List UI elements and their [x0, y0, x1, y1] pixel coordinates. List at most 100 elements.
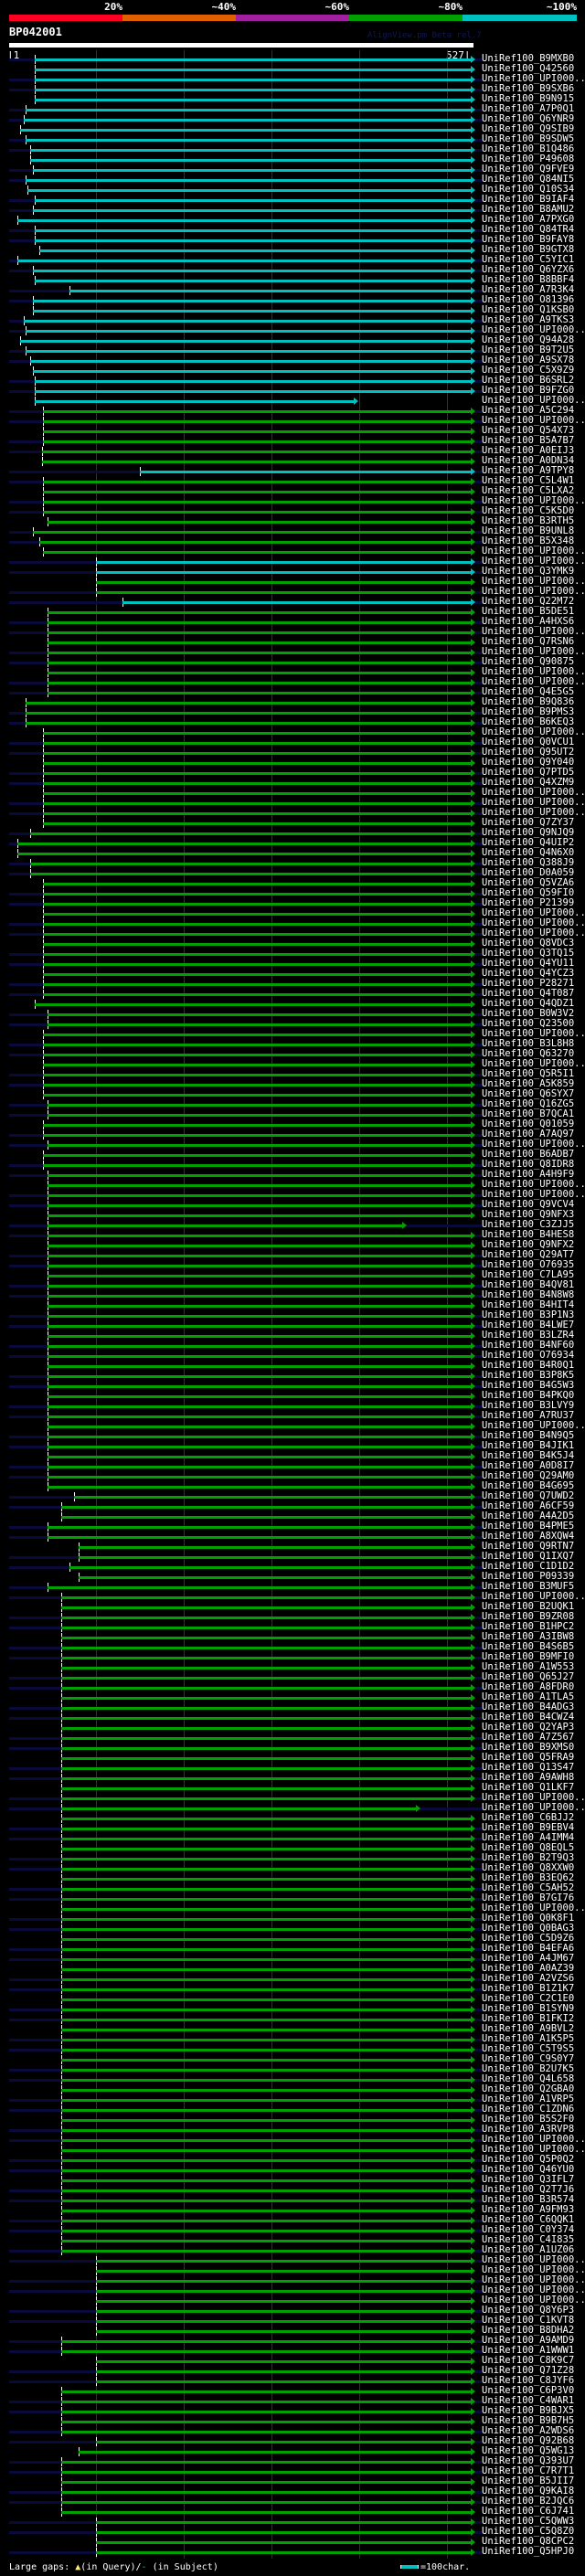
alignment-row[interactable]: UniRef100_A0AZ39	[0, 1963, 585, 1975]
alignment-row[interactable]: UniRef100_UPI000..	[0, 576, 585, 588]
alignment-row[interactable]: UniRef100_Q4UIP2	[0, 837, 585, 849]
hit-bar[interactable]	[61, 1978, 471, 1981]
hit-label[interactable]: UniRef100_UPI000..	[482, 646, 585, 657]
alignment-row[interactable]: UniRef100_B4JIK1	[0, 1440, 585, 1452]
hit-bar[interactable]	[43, 963, 471, 966]
hit-label[interactable]: UniRef100_B3MUF5	[482, 1581, 575, 1592]
hit-bar[interactable]	[96, 581, 471, 584]
hit-bar[interactable]	[61, 2340, 471, 2343]
hit-label[interactable]: UniRef100_B9SDW5	[482, 133, 575, 144]
hit-label[interactable]: UniRef100_A8FDR0	[482, 1681, 575, 1692]
hit-label[interactable]: UniRef100_C5AH52	[482, 1882, 575, 1893]
alignment-row[interactable]: UniRef100_Q01059	[0, 1118, 585, 1130]
hit-bar[interactable]	[35, 239, 471, 242]
alignment-row[interactable]: UniRef100_A4IMM4	[0, 1832, 585, 1844]
hit-label[interactable]: UniRef100_Q4L658	[482, 2073, 575, 2084]
hit-label[interactable]: UniRef100_Q9Y040	[482, 757, 575, 768]
alignment-row[interactable]: UniRef100_B1Z1K7	[0, 1983, 585, 1995]
alignment-row[interactable]: UniRef100_Q5VZA6	[0, 877, 585, 889]
hit-label[interactable]: UniRef100_A7RU37	[482, 1410, 575, 1421]
hit-label[interactable]: UniRef100_B6ADB7	[482, 1149, 575, 1160]
hit-bar[interactable]	[96, 2541, 471, 2544]
hit-label[interactable]: UniRef100_Q4XZM9	[482, 777, 575, 788]
hit-label[interactable]: UniRef100_UPI000..	[482, 586, 585, 597]
alignment-row[interactable]: UniRef100_Q1KSB0	[0, 304, 585, 316]
alignment-row[interactable]: UniRef100_Q4L658	[0, 2073, 585, 2085]
hit-bar[interactable]	[48, 1194, 471, 1197]
hit-bar[interactable]	[26, 109, 471, 111]
hit-bar[interactable]	[96, 2280, 471, 2283]
hit-bar[interactable]	[61, 2159, 471, 2162]
hit-label[interactable]: UniRef100_UPI000..	[482, 2264, 585, 2275]
hit-label[interactable]: UniRef100_A0DN34	[482, 455, 575, 466]
hit-bar[interactable]	[35, 229, 471, 232]
hit-bar[interactable]	[61, 1787, 471, 1790]
alignment-row[interactable]: UniRef100_B7QCA1	[0, 1108, 585, 1120]
hit-bar[interactable]	[26, 179, 471, 182]
hit-label[interactable]: UniRef100_A1K5P5	[482, 2033, 575, 2044]
alignment-row[interactable]: UniRef100_B5X348	[0, 535, 585, 547]
alignment-row[interactable]: UniRef100_A1UZ06	[0, 2244, 585, 2256]
hit-label[interactable]: UniRef100_C4I835	[482, 2234, 575, 2245]
hit-bar[interactable]	[96, 2441, 471, 2443]
alignment-row[interactable]: UniRef100_UPI000..	[0, 1058, 585, 1070]
alignment-row[interactable]: UniRef100_A3RVP8	[0, 2124, 585, 2136]
hit-bar[interactable]	[48, 1174, 471, 1177]
hit-label[interactable]: UniRef100_A1W553	[482, 1661, 575, 1672]
hit-label[interactable]: UniRef100_B9FAY8	[482, 234, 575, 245]
alignment-row[interactable]: UniRef100_B1Q486	[0, 143, 585, 155]
hit-label[interactable]: UniRef100_UPI000..	[482, 324, 585, 335]
hit-label[interactable]: UniRef100_B9FZG0	[482, 385, 575, 396]
alignment-row[interactable]: UniRef100_C4I835	[0, 2234, 585, 2246]
alignment-row[interactable]: UniRef100_Q4YCZ3	[0, 968, 585, 980]
alignment-row[interactable]: UniRef100_Q4T087	[0, 988, 585, 1000]
hit-bar[interactable]	[35, 400, 354, 403]
hit-bar[interactable]	[61, 1918, 471, 1921]
alignment-row[interactable]: UniRef100_A4A2D5	[0, 1511, 585, 1522]
hit-bar[interactable]	[30, 159, 471, 162]
hit-bar[interactable]	[61, 2059, 471, 2062]
alignment-row[interactable]: UniRef100_A8XQW4	[0, 1531, 585, 1542]
alignment-row[interactable]: UniRef100_C5X9Z9	[0, 365, 585, 376]
hit-label[interactable]: UniRef100_B1Z1K7	[482, 1983, 575, 1994]
hit-label[interactable]: UniRef100_P28271	[482, 978, 575, 989]
hit-label[interactable]: UniRef100_A5C294	[482, 405, 575, 416]
hit-label[interactable]: UniRef100_UPI000..	[482, 797, 585, 808]
alignment-row[interactable]: UniRef100_C5Q8Z0	[0, 2526, 585, 2538]
hit-label[interactable]: UniRef100_Q8IDR8	[482, 1159, 575, 1170]
hit-label[interactable]: UniRef100_A9TKS3	[482, 314, 575, 325]
hit-bar[interactable]	[48, 1385, 471, 1388]
hit-bar[interactable]	[48, 1023, 471, 1026]
hit-bar[interactable]	[48, 1104, 471, 1107]
hit-label[interactable]: UniRef100_B4S6B5	[482, 1641, 575, 1652]
hit-label[interactable]: UniRef100_Q84TR4	[482, 224, 575, 235]
alignment-row[interactable]: UniRef100_B4LWE7	[0, 1320, 585, 1331]
alignment-row[interactable]: UniRef100_B3R574	[0, 2194, 585, 2206]
hit-label[interactable]: UniRef100_B4EFA6	[482, 1943, 575, 1954]
hit-label[interactable]: UniRef100_B3P1N3	[482, 1309, 575, 1320]
hit-bar[interactable]	[96, 2260, 471, 2263]
alignment-row[interactable]: UniRef100_B3L8H8	[0, 1038, 585, 1050]
hit-bar[interactable]	[48, 521, 471, 524]
alignment-row[interactable]: UniRef100_UPI000..	[0, 917, 585, 929]
hit-label[interactable]: UniRef100_O76934	[482, 1350, 575, 1361]
hit-bar[interactable]	[79, 2451, 471, 2454]
hit-bar[interactable]	[43, 802, 471, 805]
alignment-row[interactable]: UniRef100_A8FDR0	[0, 1681, 585, 1693]
alignment-row[interactable]: UniRef100_Q388J9	[0, 857, 585, 869]
hit-bar[interactable]	[43, 420, 471, 423]
hit-label[interactable]: UniRef100_Q9SIB9	[482, 123, 575, 134]
hit-bar[interactable]	[61, 1727, 471, 1730]
alignment-row[interactable]: UniRef100_B3RTH5	[0, 515, 585, 527]
alignment-row[interactable]: UniRef100_O76934	[0, 1350, 585, 1362]
hit-bar[interactable]	[69, 1566, 471, 1569]
alignment-row[interactable]: UniRef100_Q2YAP3	[0, 1722, 585, 1733]
alignment-row[interactable]: UniRef100_C5K5D0	[0, 505, 585, 517]
alignment-row[interactable]: UniRef100_UPI000..	[0, 586, 585, 598]
hit-label[interactable]: UniRef100_C1KVT8	[482, 2315, 575, 2326]
hit-bar[interactable]	[48, 1275, 471, 1277]
alignment-row[interactable]: UniRef100_Q5FRA9	[0, 1752, 585, 1764]
alignment-row[interactable]: UniRef100_C5LXA2	[0, 485, 585, 497]
hit-bar[interactable]	[48, 662, 471, 664]
hit-bar[interactable]	[33, 169, 471, 172]
